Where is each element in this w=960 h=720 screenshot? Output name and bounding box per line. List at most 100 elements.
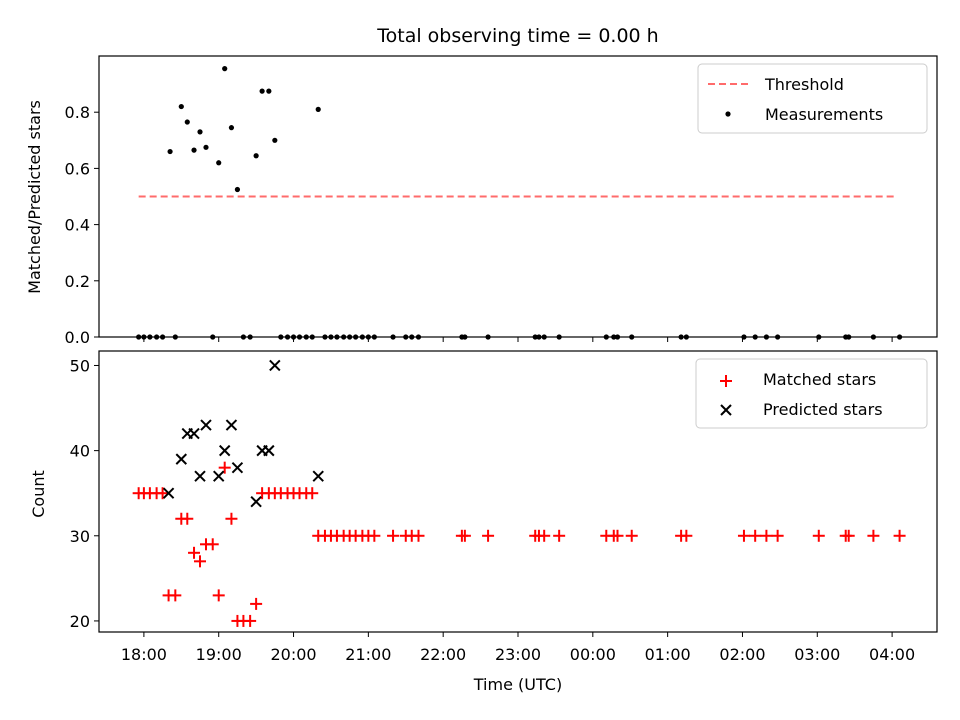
measurement-point — [353, 334, 359, 340]
x-tick-label: 20:00 — [270, 645, 316, 664]
measurement-point — [184, 119, 190, 125]
measurement-point — [415, 334, 422, 340]
matched-star-point — [368, 529, 381, 542]
x-tick-label: 04:00 — [869, 645, 915, 664]
predicted-star-point — [162, 487, 175, 499]
measurement-point — [278, 334, 284, 340]
measurement-point — [741, 334, 747, 340]
matched-star-point — [387, 529, 400, 542]
matched-star-point — [680, 529, 693, 542]
top-y-tick-label: 0.4 — [65, 216, 90, 235]
matched-star-point — [538, 529, 551, 542]
predicted-legend-swatch — [720, 404, 732, 416]
predicted-legend-label: Predicted stars — [763, 400, 883, 419]
measurement-point — [390, 334, 396, 340]
measurement-point — [159, 334, 166, 340]
measurement-point — [322, 334, 328, 340]
measurements-series — [136, 66, 903, 340]
top-y-tick-label: 0.8 — [65, 103, 90, 122]
matched-star-point — [760, 529, 773, 542]
matched-star-point — [749, 529, 762, 542]
bottom-y-tick-label: 20 — [70, 612, 90, 631]
measurements-legend-label: Measurements — [765, 105, 883, 124]
measurement-point — [247, 334, 253, 340]
measurement-point — [347, 334, 353, 340]
matched-star-point — [553, 529, 566, 542]
measurement-point — [222, 66, 228, 72]
top-panel: Matched/Predicted stars 0.00.20.40.60.8 … — [25, 55, 938, 347]
measurement-point — [678, 334, 684, 340]
x-tick-label: 22:00 — [420, 645, 466, 664]
predicted-star-point — [175, 453, 188, 465]
measurement-point — [896, 334, 903, 340]
measurement-point — [614, 334, 621, 340]
measurement-point — [147, 334, 153, 340]
measurement-point — [536, 334, 542, 340]
matched-star-point — [482, 529, 495, 542]
matched-star-point — [194, 555, 207, 568]
measurement-point — [178, 103, 184, 110]
matched-star-point — [812, 529, 825, 542]
x-tick-label: 00:00 — [570, 645, 616, 664]
predicted-star-point — [312, 470, 324, 482]
threshold-legend-label: Threshold — [764, 75, 844, 94]
measurement-point — [341, 334, 347, 340]
measurement-point — [611, 334, 617, 340]
top-y-tick-label: 0.2 — [65, 272, 90, 291]
matched-star-point — [244, 614, 257, 627]
bottom-y-tick-label: 50 — [70, 356, 90, 375]
measurement-point — [172, 334, 178, 340]
measurement-point — [359, 334, 365, 340]
measurement-point — [763, 334, 770, 340]
measurement-point — [272, 137, 278, 143]
measurement-point — [296, 334, 303, 340]
measurement-point — [234, 186, 241, 193]
measurement-point — [403, 334, 409, 340]
matched-star-point — [250, 597, 263, 610]
matched-star-point — [169, 589, 182, 602]
bottom-legend-box — [695, 358, 928, 429]
matched-star-point — [212, 589, 225, 602]
matched-star-point — [625, 529, 638, 542]
top-y-tick-label: 0.0 — [65, 328, 90, 347]
matched-star-point — [458, 529, 471, 542]
matched-star-point — [206, 538, 219, 551]
top-legend-box — [697, 63, 928, 134]
matched-star-point — [181, 512, 194, 525]
predicted-star-point — [250, 496, 262, 508]
matched-star-point — [412, 529, 425, 542]
predicted-star-point — [188, 427, 200, 440]
measurement-point — [334, 334, 340, 340]
measurement-point — [309, 334, 315, 340]
measurement-point — [253, 153, 259, 159]
matched-star-point — [611, 529, 624, 542]
measurement-point — [603, 334, 609, 340]
matched-star-point — [867, 529, 880, 542]
measurements-legend-swatch — [725, 111, 731, 117]
measurement-point — [409, 334, 415, 340]
bottom-legend: Matched stars Predicted stars — [695, 358, 928, 429]
figure-title: Total observing time = 0.00 h — [376, 25, 658, 47]
measurement-point — [752, 334, 758, 340]
x-tick-label: 01:00 — [645, 645, 691, 664]
measurement-point — [167, 148, 173, 155]
measurement-point — [154, 334, 160, 340]
measurement-point — [136, 334, 142, 340]
x-tick-label: 02:00 — [719, 645, 765, 664]
matched-legend-swatch — [720, 375, 732, 387]
bottom-panel: Count Time (UTC) 20 30 40 50 18:00 19:00 20:00… — [29, 350, 938, 694]
measurement-point — [203, 144, 209, 150]
matched-star-point — [771, 529, 784, 542]
measurement-point — [216, 160, 222, 166]
measurement-point — [240, 334, 247, 340]
measurement-point — [485, 334, 491, 340]
predicted-star-point — [225, 419, 238, 431]
matched-stars-series — [132, 461, 906, 627]
measurement-point — [315, 106, 321, 112]
measurement-point — [541, 334, 547, 340]
measurement-point — [303, 334, 309, 340]
x-tick-label: 21:00 — [345, 645, 391, 664]
x-tick-label: 23:00 — [495, 645, 541, 664]
measurement-point — [266, 88, 272, 94]
